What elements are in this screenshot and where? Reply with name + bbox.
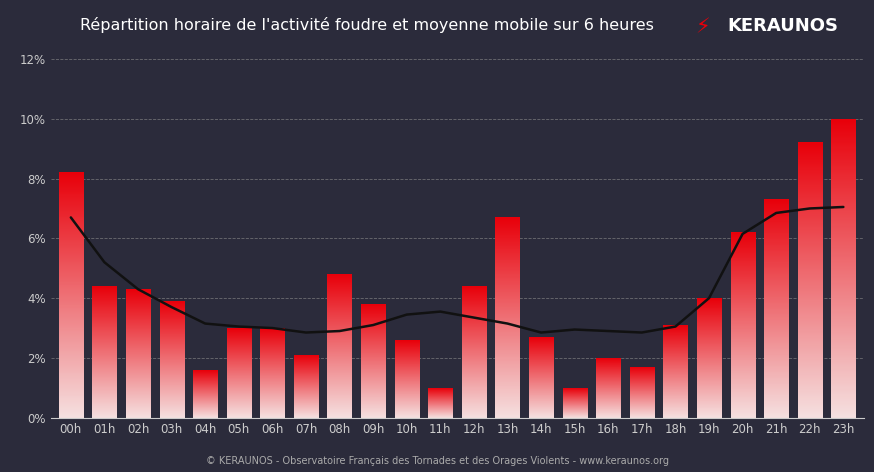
Text: © KERAUNOS - Observatoire Français des Tornades et des Orages Violents - www.ker: © KERAUNOS - Observatoire Français des T… (205, 456, 669, 466)
Text: ⚡: ⚡ (695, 17, 710, 37)
Text: KERAUNOS: KERAUNOS (727, 17, 838, 34)
Text: Répartition horaire de l'activité foudre et moyenne mobile sur 6 heures: Répartition horaire de l'activité foudre… (80, 17, 654, 33)
